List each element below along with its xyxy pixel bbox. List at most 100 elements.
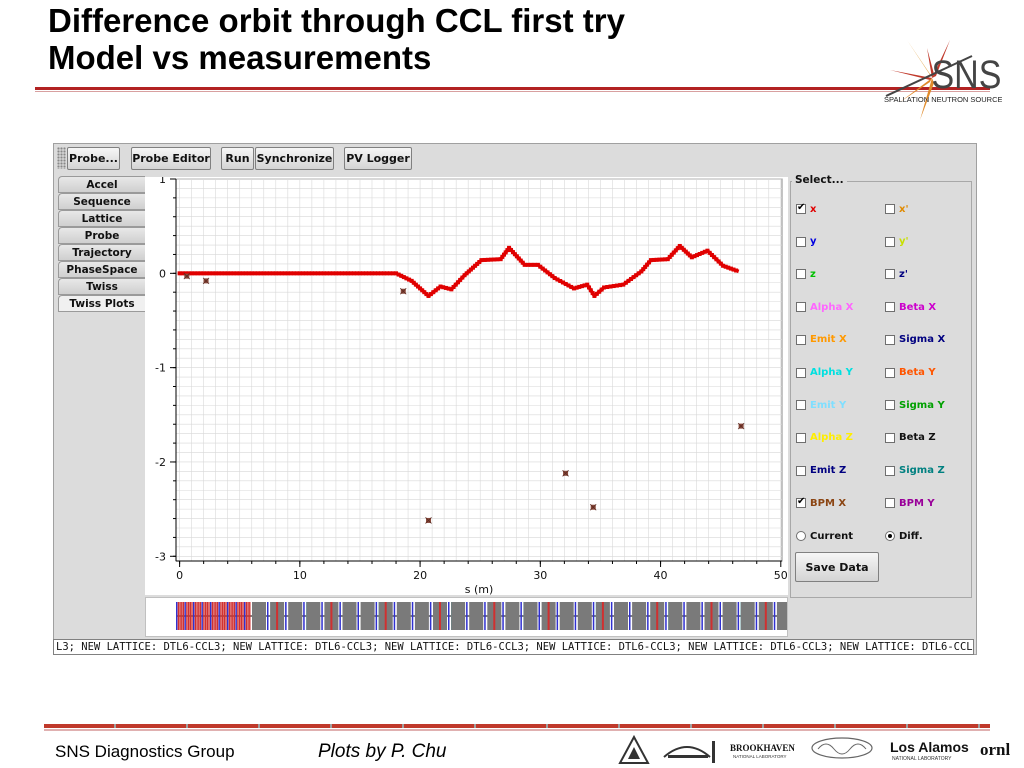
select-option-y[interactable]: y — [796, 235, 817, 249]
checkbox[interactable] — [885, 498, 895, 509]
series-marker-x — [545, 270, 550, 275]
checkbox[interactable] — [796, 432, 806, 443]
select-option-label: Beta Z — [899, 432, 936, 444]
lattice-element-quad — [285, 602, 287, 630]
series-marker-x — [714, 257, 719, 262]
series-marker-x — [312, 271, 317, 276]
series-marker-x — [407, 277, 412, 282]
select-option-bpm-x[interactable]: BPM X — [796, 496, 846, 510]
lattice-element-quad — [629, 602, 631, 630]
select-option-emit-y[interactable]: Emit Y — [796, 398, 846, 412]
select-option-zprime[interactable]: z' — [885, 267, 908, 281]
series-marker-x — [348, 271, 353, 276]
series-marker-x — [675, 246, 680, 251]
select-option-z[interactable]: z — [796, 267, 816, 281]
checkbox[interactable] — [796, 269, 806, 280]
lattice-view[interactable] — [145, 597, 794, 637]
select-option-emit-x[interactable]: Emit X — [796, 333, 847, 347]
checkbox[interactable] — [885, 432, 895, 443]
series-marker-x — [683, 249, 688, 254]
checkbox[interactable] — [796, 496, 806, 509]
select-option-yprime[interactable]: y' — [885, 235, 909, 249]
tab-sequence[interactable]: Sequence — [58, 193, 145, 210]
select-option-label: z — [810, 268, 816, 280]
checkbox[interactable] — [885, 367, 895, 378]
tab-accel[interactable]: Accel — [58, 176, 145, 193]
series-marker-x — [520, 260, 525, 265]
select-option-alpha-y[interactable]: Alpha Y — [796, 366, 853, 380]
series-marker-x — [443, 285, 448, 290]
lattice-element-quad — [339, 602, 341, 630]
radio-current[interactable]: Current — [796, 529, 853, 543]
probe-editor-button[interactable]: Probe Editor — [131, 147, 211, 170]
bpm-x-point-mark — [202, 277, 210, 285]
select-option-beta-z[interactable]: Beta Z — [885, 431, 936, 445]
checkbox[interactable] — [796, 236, 806, 247]
status-field[interactable]: L3; NEW LATTICE: DTL6-CCL3; NEW LATTICE:… — [53, 639, 974, 655]
select-option-alpha-z[interactable]: Alpha Z — [796, 431, 853, 445]
select-option-xprime[interactable]: x' — [885, 202, 909, 216]
series-marker-x — [231, 271, 236, 276]
checkbox[interactable] — [796, 334, 806, 345]
series-marker-x — [411, 280, 416, 285]
lattice-element-quad — [357, 602, 359, 630]
series-marker-x — [647, 260, 652, 265]
series-marker-x — [276, 271, 281, 276]
tab-twiss-plots[interactable]: Twiss Plots — [58, 295, 145, 312]
checkbox[interactable] — [885, 400, 895, 411]
series-marker-x — [369, 271, 374, 276]
select-option-sigma-z[interactable]: Sigma Z — [885, 464, 945, 478]
tab-phasespace[interactable]: PhaseSpace — [58, 261, 145, 278]
select-option-beta-x[interactable]: Beta X — [885, 300, 936, 314]
select-option-bpm-y[interactable]: BPM Y — [885, 496, 935, 510]
radio-diff[interactable]: Diff. — [885, 529, 923, 543]
select-option-sigma-x[interactable]: Sigma X — [885, 333, 945, 347]
checkbox[interactable] — [885, 465, 895, 476]
checkbox[interactable] — [885, 269, 895, 280]
lattice-element-module — [252, 602, 266, 630]
series-marker-x — [433, 288, 438, 293]
run-button[interactable]: Run — [221, 147, 254, 170]
checkbox[interactable] — [796, 465, 806, 476]
series-marker-x — [505, 248, 510, 253]
tab-trajectory[interactable]: Trajectory — [58, 244, 145, 261]
toolbar-grip-icon[interactable] — [57, 147, 66, 169]
checkbox[interactable] — [885, 204, 895, 214]
select-option-sigma-y[interactable]: Sigma Y — [885, 398, 945, 412]
radio-button[interactable] — [796, 531, 806, 541]
checkbox[interactable] — [885, 302, 895, 313]
checkbox[interactable] — [885, 334, 895, 345]
probe-button[interactable]: Probe... — [67, 147, 120, 170]
brookhaven-logo: BROOKHAVEN NATIONAL LABORATORY — [730, 743, 795, 759]
series-marker-x — [605, 284, 610, 289]
series-marker-x — [201, 271, 206, 276]
checkbox[interactable] — [796, 400, 806, 411]
series-marker-x — [654, 257, 659, 262]
lattice-element-rf — [186, 602, 188, 630]
series-marker-x — [415, 284, 420, 289]
checkbox[interactable] — [885, 236, 895, 247]
checkbox[interactable] — [796, 302, 806, 313]
tab-twiss[interactable]: Twiss — [58, 278, 145, 295]
series-marker-x — [639, 269, 644, 274]
series-marker-x — [285, 271, 290, 276]
series-marker-x — [489, 257, 494, 262]
tab-lattice[interactable]: Lattice — [58, 210, 145, 227]
synchronize-button[interactable]: Synchronize — [255, 147, 334, 170]
series-marker-x — [228, 271, 233, 276]
save-data-button[interactable]: Save Data — [795, 552, 879, 582]
tab-probe[interactable]: Probe — [58, 227, 145, 244]
lattice-element-rf — [233, 602, 236, 630]
select-option-alpha-x[interactable]: Alpha X — [796, 300, 853, 314]
select-option-beta-y[interactable]: Beta Y — [885, 366, 936, 380]
series-marker-x — [267, 271, 272, 276]
checkbox[interactable] — [796, 202, 806, 214]
series-marker-x — [718, 261, 723, 266]
pv-logger-button[interactable]: PV Logger — [344, 147, 412, 170]
select-option-emit-z[interactable]: Emit Z — [796, 464, 846, 478]
plot-area[interactable]: 0 10 20 30 40 50 1 0 -1 -2 -3 s (m) — [145, 177, 788, 595]
checkbox[interactable] — [796, 367, 806, 378]
radio-button[interactable] — [885, 531, 895, 541]
select-option-x[interactable]: x — [796, 202, 816, 216]
